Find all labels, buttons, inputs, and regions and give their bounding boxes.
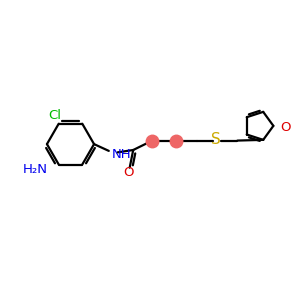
- Text: Cl: Cl: [49, 109, 62, 122]
- Text: NH: NH: [112, 148, 131, 161]
- Text: O: O: [280, 121, 290, 134]
- Text: S: S: [212, 133, 221, 148]
- Text: O: O: [123, 167, 134, 179]
- Text: H₂N: H₂N: [22, 163, 47, 176]
